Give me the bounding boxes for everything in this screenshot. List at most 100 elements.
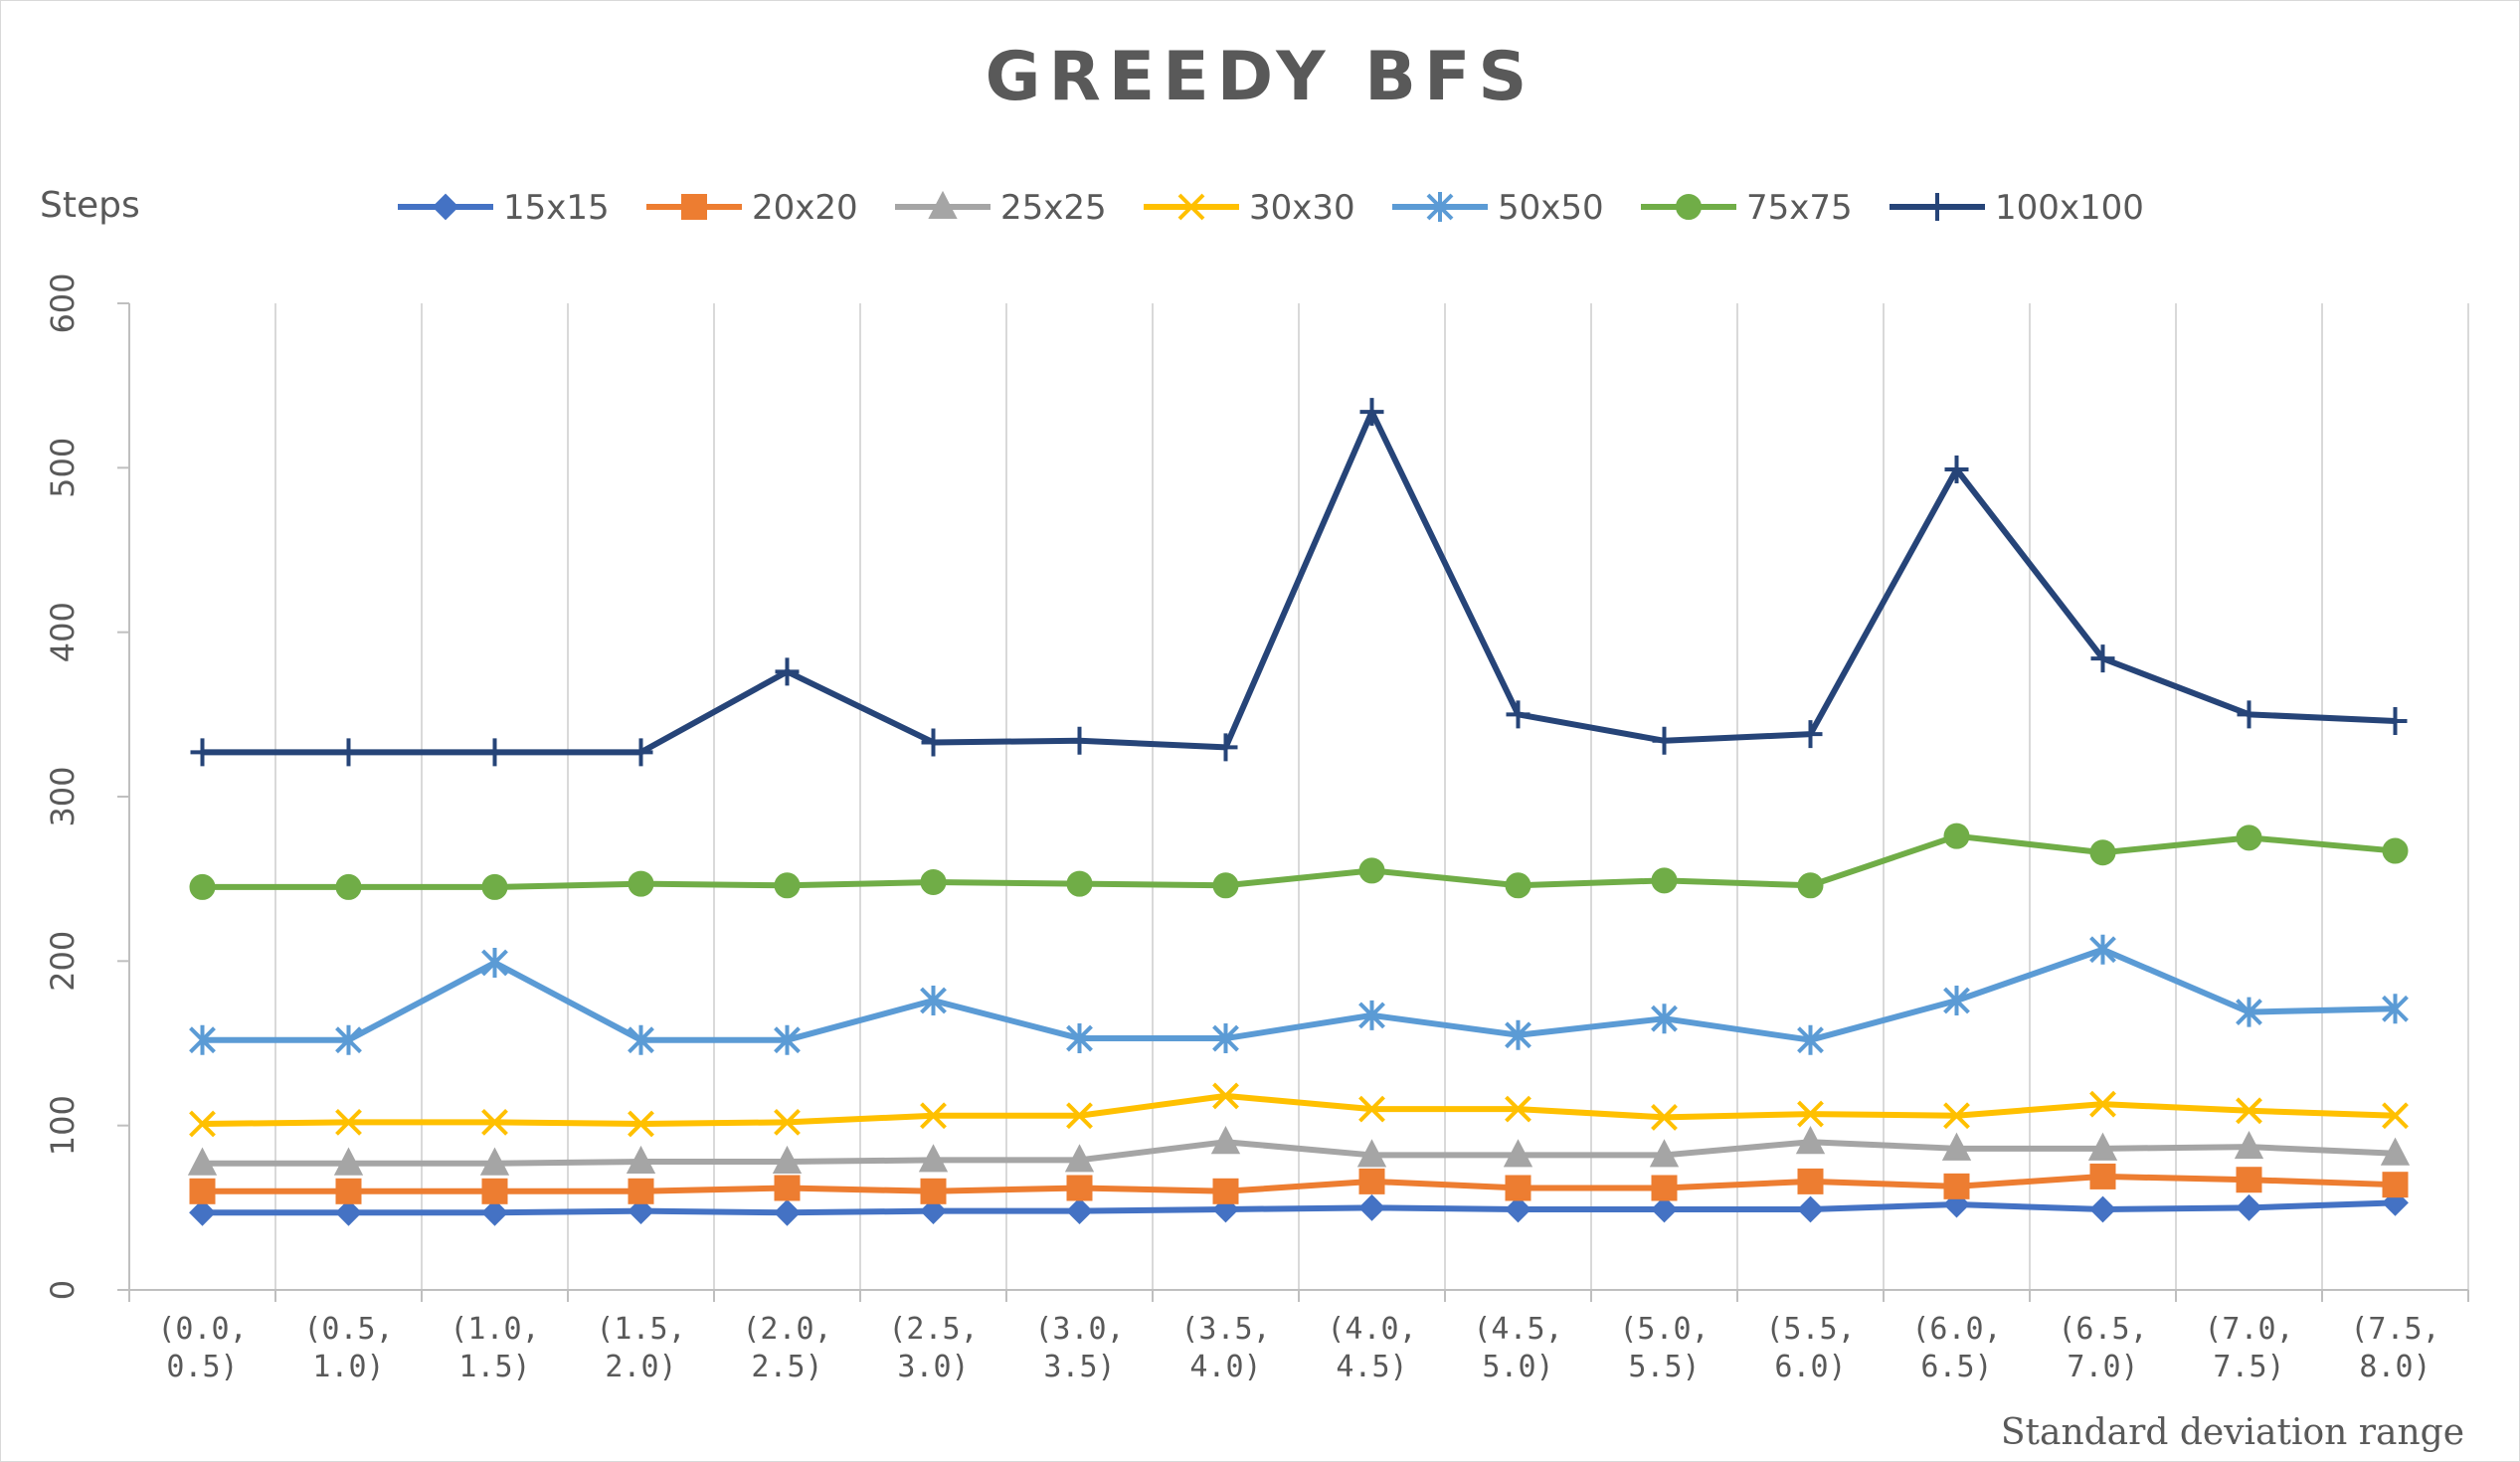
legend-label-15x15: 15x15 xyxy=(503,188,610,228)
data-point-50x50 xyxy=(1505,1019,1531,1050)
legend-label-50x50: 50x50 xyxy=(1498,188,1604,228)
data-point-50x50 xyxy=(2089,934,2116,965)
data-point-30x30 xyxy=(2382,1102,2409,1130)
data-point-25x25 xyxy=(1649,1139,1680,1168)
axes xyxy=(117,302,2469,1302)
data-point-50x50 xyxy=(1943,986,1970,1016)
chart-title: GREEDY BFS xyxy=(986,38,1535,116)
data-point-50x50 xyxy=(774,1024,801,1055)
x-tick-label: (6.5, 7.0) xyxy=(2058,1312,2147,1384)
data-point-75x75 xyxy=(1943,822,1970,849)
legend-item-25x25: 25x25 xyxy=(895,188,1107,228)
data-point-20x20 xyxy=(1505,1175,1531,1201)
data-point-20x20 xyxy=(774,1175,801,1201)
data-point-50x50 xyxy=(1797,1024,1824,1055)
data-point-100x100 xyxy=(2383,706,2408,735)
data-point-30x30 xyxy=(628,1110,654,1138)
data-point-25x25 xyxy=(479,1147,510,1176)
data-point-75x75 xyxy=(1651,867,1678,894)
legend: 15x15 20x20 25x25 30x30 50x50 75x75 100x100 xyxy=(398,188,2144,228)
data-point-25x25 xyxy=(1795,1126,1826,1155)
data-point-50x50 xyxy=(481,947,508,978)
x-tick-label-line: (3.5, xyxy=(1180,1312,1270,1347)
data-point-25x25 xyxy=(626,1145,656,1175)
x-tick-label-line: 5.0) xyxy=(1482,1350,1553,1384)
data-point-30x30 xyxy=(1358,1095,1385,1123)
data-point-75x75 xyxy=(2089,839,2116,866)
data-point-30x30 xyxy=(1212,1082,1239,1110)
legend-label-100x100: 100x100 xyxy=(1995,188,2144,228)
x-tick-label: (0.5, 1.0) xyxy=(303,1312,393,1384)
data-point-75x75 xyxy=(1358,857,1385,884)
data-point-50x50 xyxy=(2382,994,2409,1024)
y-tick-label: 200 xyxy=(44,931,82,992)
data-point-30x30 xyxy=(1651,1103,1678,1131)
legend-item-75x75: 75x75 xyxy=(1641,188,1853,228)
x-axis-label: Standard deviation range xyxy=(2001,1412,2464,1453)
data-point-15x15 xyxy=(335,1198,362,1226)
data-point-20x20 xyxy=(2382,1172,2409,1198)
x-tick-label-line: 6.0) xyxy=(1774,1350,1846,1384)
data-point-100x100 xyxy=(775,657,800,686)
data-point-75x75 xyxy=(774,872,801,899)
data-point-25x25 xyxy=(1941,1132,1972,1161)
data-point-15x15 xyxy=(1066,1197,1093,1225)
data-point-30x30 xyxy=(1505,1095,1531,1123)
x-tick-label: (0.0, 0.5) xyxy=(157,1312,247,1384)
x-tick-label-line: 6.5) xyxy=(1920,1350,1992,1384)
legend-marker-75x75 xyxy=(1676,194,1702,220)
x-tick-label: (3.5, 4.0) xyxy=(1180,1312,1270,1384)
data-point-25x25 xyxy=(772,1145,803,1175)
x-tick-label-line: (0.5, xyxy=(303,1312,393,1347)
data-point-50x50 xyxy=(1066,1023,1093,1054)
data-point-75x75 xyxy=(920,868,947,895)
legend-marker-15x15 xyxy=(432,193,459,221)
x-tick-label-line: (5.0, xyxy=(1619,1312,1709,1347)
data-point-15x15 xyxy=(628,1197,654,1225)
legend-marker-100x100 xyxy=(1925,193,1949,221)
data-point-20x20 xyxy=(1797,1168,1824,1194)
data-point-15x15 xyxy=(774,1198,801,1226)
x-tick-label-line: (4.0, xyxy=(1327,1312,1416,1347)
x-tick-label-line: 1.0) xyxy=(312,1350,384,1384)
series-line-75x75 xyxy=(199,832,2399,890)
data-point-25x25 xyxy=(1356,1139,1387,1168)
data-point-20x20 xyxy=(1358,1168,1385,1194)
series-100x100 xyxy=(190,398,2408,767)
data-point-30x30 xyxy=(481,1108,508,1136)
x-tick-label: (2.5, 3.0) xyxy=(888,1312,978,1384)
x-tick-label: (1.5, 2.0) xyxy=(596,1312,685,1384)
data-point-75x75 xyxy=(1797,872,1824,899)
data-point-15x15 xyxy=(920,1197,947,1225)
data-point-25x25 xyxy=(2380,1137,2411,1166)
x-tick-label-line: 5.5) xyxy=(1628,1350,1700,1384)
x-tick-label-line: 0.5) xyxy=(166,1350,238,1384)
data-point-20x20 xyxy=(1066,1175,1093,1201)
x-tick-label-line: (5.5, xyxy=(1765,1312,1855,1347)
data-point-20x20 xyxy=(1943,1173,1970,1199)
data-point-20x20 xyxy=(2236,1167,2262,1193)
x-tick-label: (2.0, 2.5) xyxy=(742,1312,831,1384)
data-point-30x30 xyxy=(189,1110,216,1138)
x-tick-label-line: 4.5) xyxy=(1336,1350,1407,1384)
data-point-25x25 xyxy=(2234,1130,2264,1160)
data-point-50x50 xyxy=(920,986,947,1016)
x-tick-label: (5.0, 5.5) xyxy=(1619,1312,1709,1384)
data-point-100x100 xyxy=(482,738,507,767)
legend-item-30x30: 30x30 xyxy=(1144,188,1355,228)
data-point-100x100 xyxy=(190,738,215,767)
x-tick-label-line: (6.5, xyxy=(2058,1312,2147,1347)
y-tick-label: 500 xyxy=(44,438,82,498)
data-point-100x100 xyxy=(1944,455,1969,483)
data-point-25x25 xyxy=(187,1147,218,1176)
data-point-100x100 xyxy=(629,738,653,767)
series-line-15x15 xyxy=(199,1199,2399,1216)
x-tick-label-line: (1.0, xyxy=(450,1312,539,1347)
data-point-15x15 xyxy=(189,1198,216,1226)
x-tick-label-line: (2.0, xyxy=(742,1312,831,1347)
x-tick-label: (7.0, 7.5) xyxy=(2204,1312,2293,1384)
legend-item-20x20: 20x20 xyxy=(646,188,858,228)
x-tick-label-line: (3.0, xyxy=(1034,1312,1124,1347)
legend-label-75x75: 75x75 xyxy=(1746,188,1853,228)
data-point-20x20 xyxy=(1212,1178,1239,1204)
